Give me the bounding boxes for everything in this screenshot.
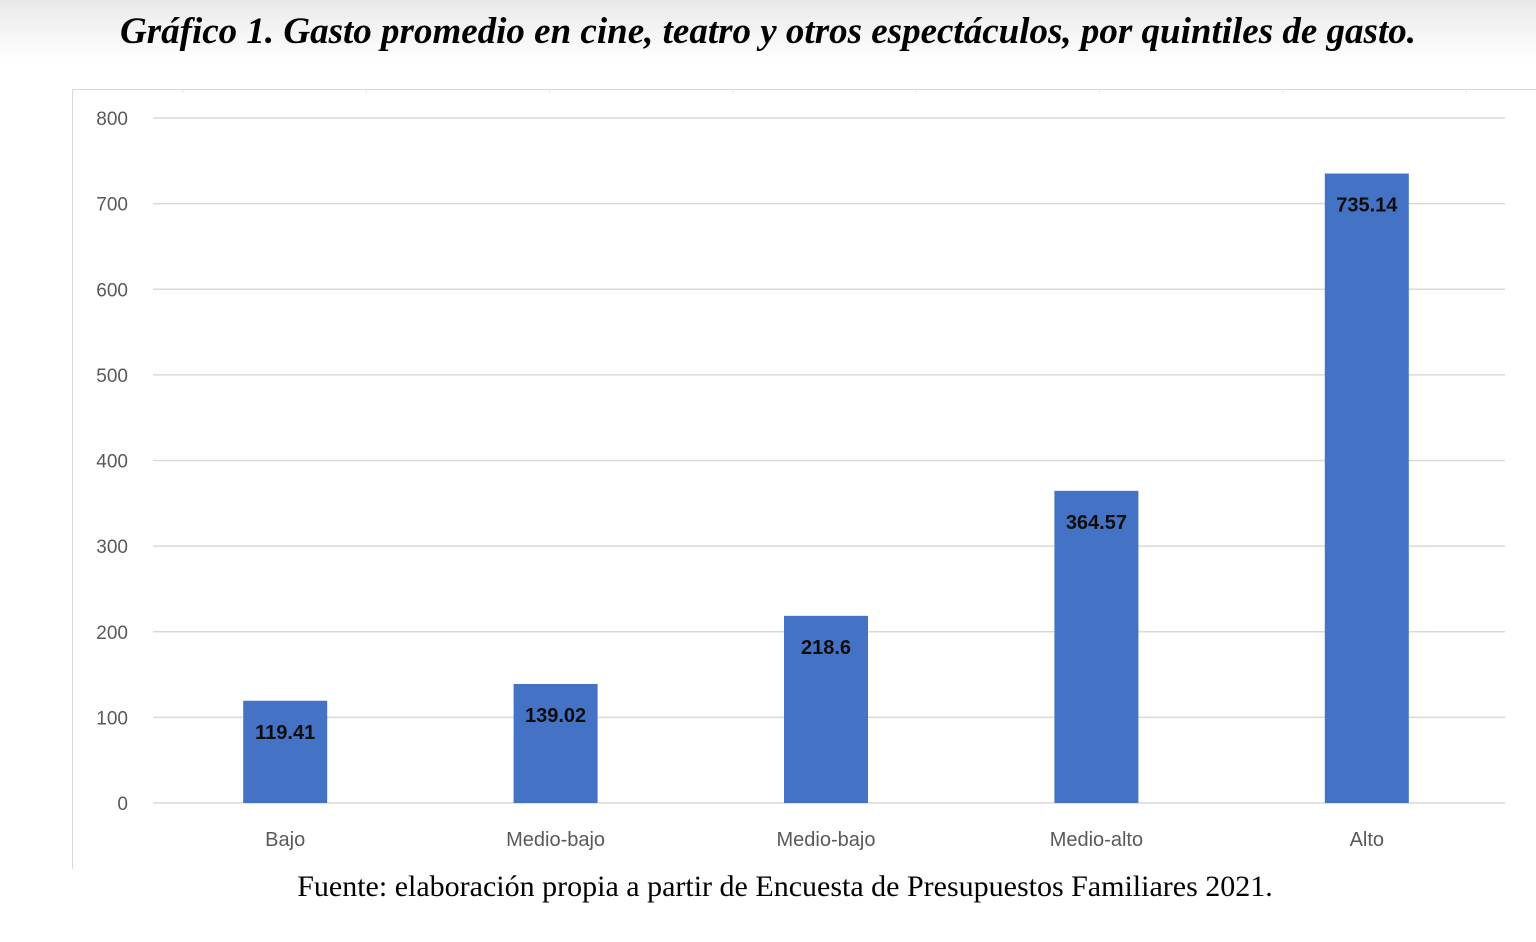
x-category-label: Alto	[1350, 829, 1384, 851]
y-tick-label: 800	[96, 109, 128, 130]
data-label: 735.14	[1336, 195, 1398, 217]
source-note: Fuente: elaboración propia a partir de E…	[297, 870, 1273, 903]
data-label: 364.57	[1066, 512, 1127, 534]
bar	[513, 683, 598, 803]
y-tick-label: 0	[117, 794, 128, 815]
bar	[243, 700, 328, 803]
y-tick-label: 200	[96, 623, 128, 644]
chart-frame: 0 100 200 300 400 500 600 700 800 119.41 Bajo 139.0…	[72, 89, 1536, 869]
x-category-label: Medio-bajo	[777, 829, 876, 851]
bar-chart: 0 100 200 300 400 500 600 700 800 119.41 Bajo 139.0…	[96, 90, 1505, 851]
x-category-label: Medio-alto	[1050, 829, 1143, 851]
bar	[1324, 173, 1409, 803]
y-tick-label: 700	[96, 195, 128, 216]
y-tick-label: 600	[96, 280, 128, 301]
y-tick-label: 300	[96, 537, 128, 558]
chart-title: Gráfico 1. Gasto promedio en cine, teatr…	[120, 11, 1416, 52]
y-tick-label: 500	[96, 366, 128, 387]
data-label: 218.6	[801, 637, 851, 659]
x-category-label: Bajo	[265, 829, 305, 851]
data-label: 119.41	[255, 722, 315, 744]
bar	[784, 615, 868, 803]
bar	[1054, 490, 1139, 803]
data-label: 139.02	[525, 705, 586, 727]
y-tick-label: 100	[96, 708, 128, 729]
top-shade	[0, 0, 1536, 60]
x-category-label: Medio-bajo	[506, 829, 605, 851]
y-tick-label: 400	[96, 452, 128, 473]
